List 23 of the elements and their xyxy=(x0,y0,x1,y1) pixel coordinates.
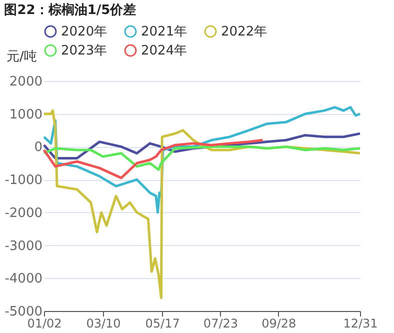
y-tick-label: -4000 xyxy=(4,272,42,287)
x-tick-label: 12/31 xyxy=(343,316,378,330)
y-tick-label: 2000 xyxy=(9,74,42,90)
y-axis-title: 元/吨 xyxy=(6,50,37,64)
chart-title: 图22：棕榈油1/5价差 xyxy=(4,2,136,18)
line-series xyxy=(42,145,362,171)
y-tick-label: -2000 xyxy=(4,206,42,221)
x-tick-label: 01/02 xyxy=(27,316,62,330)
x-tick-label: 09/28 xyxy=(262,316,296,330)
legend-label: 2022年 xyxy=(221,24,268,40)
x-tick-label: 03/10 xyxy=(86,316,121,330)
x-tick-label: 07/23 xyxy=(203,316,238,330)
y-tick-label: -1000 xyxy=(4,173,42,188)
legend-label: 2024年 xyxy=(141,44,188,58)
line-series xyxy=(42,138,264,180)
legend-label: 2020年 xyxy=(61,24,108,40)
x-tick-label: 05/17 xyxy=(145,316,180,330)
legend-label: 2023年 xyxy=(61,44,108,58)
y-tick-label: -3000 xyxy=(4,238,42,254)
y-tick-label: 0 xyxy=(34,140,42,156)
legend-label: 2021年 xyxy=(141,24,188,40)
y-tick-label: 1000 xyxy=(9,107,42,122)
y-tick-label: -5000 xyxy=(4,304,42,320)
